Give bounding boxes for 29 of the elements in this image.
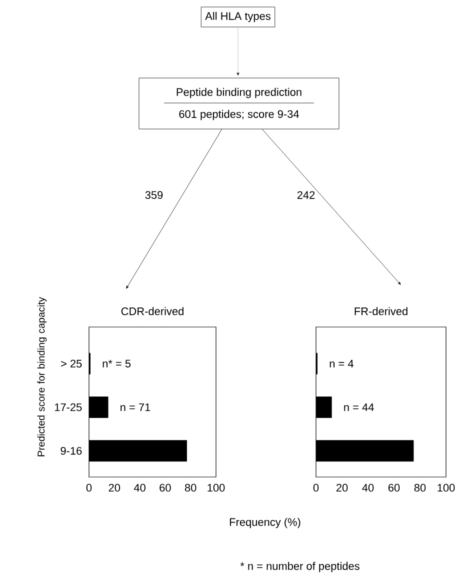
text: * n = number of peptides (240, 562, 360, 572)
x-tick-label: 80 (414, 484, 426, 492)
text: All HLA types (205, 12, 270, 22)
x-tick-label: 100 (438, 484, 455, 492)
text: 242 (297, 191, 315, 199)
chart-title: CDR-derived (121, 307, 184, 316)
x-tick-label: 20 (108, 484, 120, 492)
annotation: n* = 5 (102, 360, 131, 368)
annotation: n = 4 (330, 360, 354, 368)
x-tick-label: 40 (134, 484, 146, 492)
x-tick-label: 60 (160, 484, 171, 492)
annotation: n = 71 (120, 403, 150, 412)
x-tick-label: 0 (86, 484, 92, 492)
text: 601 peptides; score 9-34 (179, 110, 299, 120)
x-tick-label: 40 (362, 484, 374, 492)
x-tick-label: 100 (208, 484, 225, 492)
text: Peptide binding prediction (176, 88, 302, 98)
x-tick-label: 80 (184, 484, 196, 492)
chart-title: FR-derived (354, 307, 408, 316)
x-tick-label: 20 (336, 484, 348, 492)
annotation: n = 44 (344, 403, 374, 412)
y-tick-label: 17-25 (54, 403, 82, 412)
y-tick-label: > 25 (61, 360, 82, 368)
x-tick-label: 60 (388, 484, 400, 492)
x-tick-label: 0 (313, 484, 319, 492)
text: 359 (145, 191, 163, 199)
x-axis-title: Frequency (%) (230, 518, 300, 528)
y-tick-label: 9-16 (60, 446, 82, 455)
y-axis-title: Predicted score for binding capacity (37, 297, 47, 456)
